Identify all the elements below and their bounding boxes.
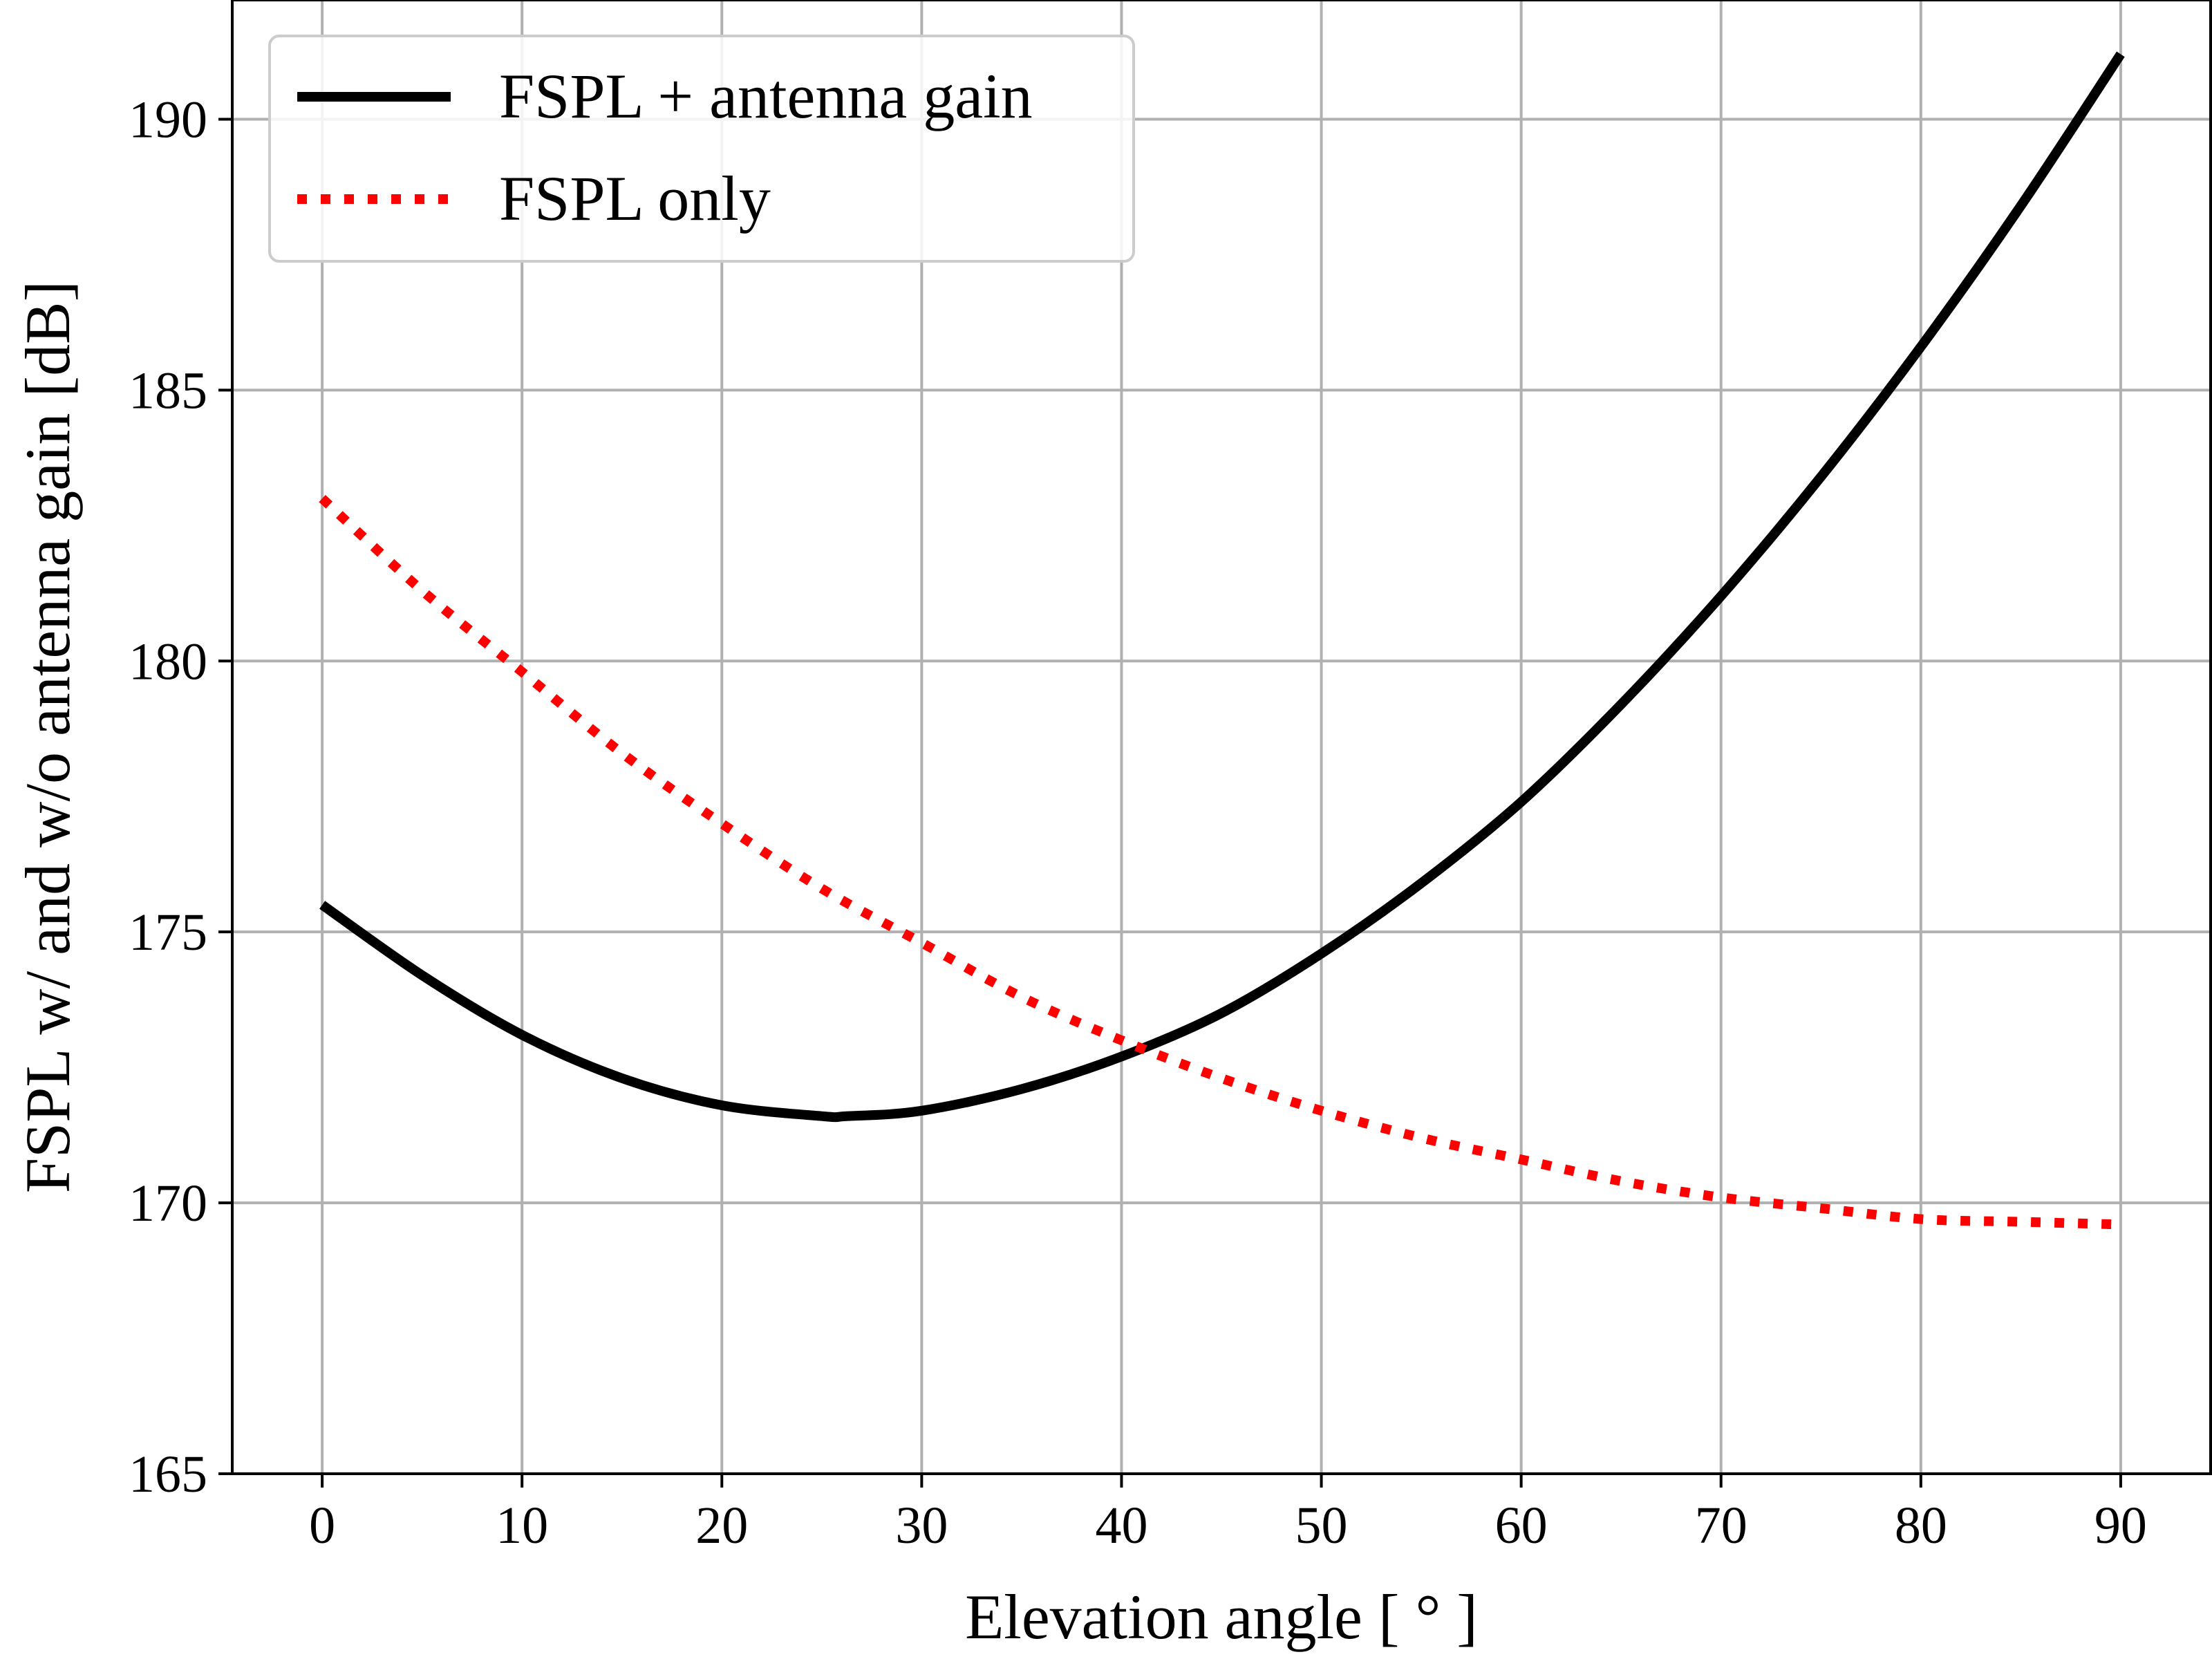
x-tick-label: 90 [2094,1497,2147,1555]
x-tick-label: 30 [895,1497,948,1555]
x-tick-label: 0 [309,1497,335,1555]
legend-label-fspl-only: FSPL only [499,163,771,234]
series-layer [319,51,2125,1230]
y-tick-label: 190 [129,91,207,149]
x-axis-title: Elevation angle [ ° ] [965,1582,1478,1652]
x-tick-label: 10 [496,1497,548,1555]
y-tick-label: 180 [129,632,207,691]
y-tick-label: 185 [129,362,207,420]
legend: FSPL + antenna gain FSPL only [268,35,1135,263]
x-tick-label: 50 [1295,1497,1348,1555]
legend-box [268,35,1135,263]
plot-area-frame [231,0,2212,1475]
y-tick-label: 175 [129,903,207,962]
y-tick-label: 165 [129,1445,207,1503]
y-axis: 165 170 175 180 185 190 [129,91,232,1503]
x-tick-label: 60 [1495,1497,1548,1555]
series-line-0 [319,51,2125,1123]
x-tick-label: 70 [1695,1497,1747,1555]
x-tick-label: 20 [695,1497,748,1555]
x-tick-label: 40 [1095,1497,1147,1555]
y-tick-label: 170 [129,1174,207,1232]
series-line-1 [319,494,2121,1230]
y-axis-title: FSPL w/ and w/o antenna gain [dB] [12,281,83,1193]
legend-label-fspl-antenna-gain: FSPL + antenna gain [499,61,1033,131]
x-tick-label: 80 [1895,1497,1947,1555]
x-axis: 0 10 20 30 40 50 60 70 80 90 [309,1474,2147,1555]
